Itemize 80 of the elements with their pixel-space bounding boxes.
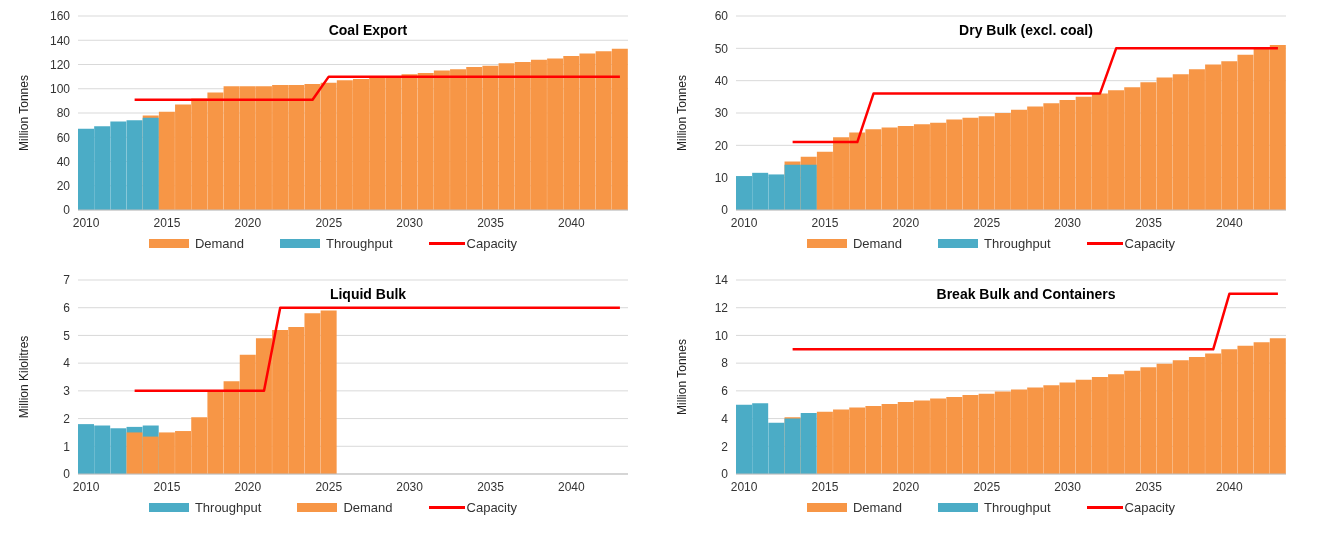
y-axis-title: Million Tonnes [675, 75, 690, 151]
y-tick-label: 0 [721, 203, 729, 218]
y-tick-label: 160 [49, 9, 71, 24]
x-tick-label: 2035 [477, 215, 505, 230]
y-tick-label: 8 [721, 356, 729, 371]
y-tick-label: 20 [56, 179, 71, 194]
y-axis-title: Million Tonnes [17, 75, 32, 151]
y-tick-label: 1 [63, 439, 71, 454]
x-tick-label: 2015 [811, 215, 839, 230]
y-tick-label: 30 [714, 106, 729, 121]
x-tick-label: 2015 [153, 215, 181, 230]
text: Dry Bulk (excl. coal) [958, 22, 1094, 38]
y-tick-label: 60 [56, 130, 71, 145]
y-tick-label: 80 [56, 106, 71, 121]
x-tick-label: 2035 [1135, 479, 1163, 494]
legend-label: Throughput [984, 500, 1051, 515]
x-tick-label: 2015 [811, 479, 839, 494]
x-tick-label: 2040 [558, 215, 586, 230]
x-tick-label: 2020 [892, 479, 920, 494]
y-tick-label: 40 [56, 154, 71, 169]
y-tick-label: 14 [714, 273, 729, 288]
y-tick-label: 6 [721, 384, 729, 399]
x-tick-label: 2030 [1054, 479, 1082, 494]
x-tick-label: 2010 [730, 479, 758, 494]
text: Break Bulk and Containers [935, 286, 1117, 302]
y-tick-label: 3 [63, 384, 71, 399]
y-tick-label: 0 [721, 467, 729, 482]
y-tick-label: 20 [714, 138, 729, 153]
x-tick-label: 2040 [1216, 215, 1244, 230]
y-tick-label: 50 [714, 41, 729, 56]
y-axis-title: Million Kilolitres [17, 335, 32, 419]
x-tick-label: 2040 [558, 479, 586, 494]
x-tick-label: 2025 [973, 479, 1001, 494]
legend-label: Demand [194, 236, 245, 251]
y-tick-label: 60 [714, 9, 729, 24]
y-tick-label: 4 [721, 411, 729, 426]
y-tick-label: 4 [63, 356, 71, 371]
x-tick-label: 2025 [315, 215, 343, 230]
y-tick-label: 12 [714, 300, 729, 315]
y-tick-label: 6 [63, 300, 71, 315]
y-axis-title: Million Tonnes [675, 339, 690, 415]
legend-label: Demand [852, 500, 903, 515]
y-tick-label: 120 [49, 57, 71, 72]
y-tick-label: 2 [721, 439, 729, 454]
y-tick-label: 0 [63, 203, 71, 218]
legend-label: Throughput [326, 236, 393, 251]
y-tick-label: 2 [63, 411, 71, 426]
x-tick-label: 2035 [1135, 215, 1163, 230]
chart-title: Coal Export [327, 22, 409, 38]
text: Liquid Bulk [328, 286, 408, 302]
y-tick-label: 10 [714, 170, 729, 185]
x-tick-label: 2010 [72, 479, 100, 494]
x-tick-label: 2010 [72, 215, 100, 230]
y-tick-label: 40 [714, 73, 729, 88]
x-tick-label: 2020 [892, 215, 920, 230]
y-tick-label: 140 [49, 33, 71, 48]
legend-label: Capacity [1124, 236, 1176, 251]
x-tick-label: 2030 [396, 479, 424, 494]
y-tick-label: 0 [63, 467, 71, 482]
x-tick-label: 2020 [234, 215, 262, 230]
x-tick-label: 2025 [315, 479, 343, 494]
legend-label: Capacity [466, 500, 518, 515]
x-tick-label: 2040 [1216, 479, 1244, 494]
legend-label: Demand [343, 500, 393, 515]
x-tick-label: 2030 [396, 215, 424, 230]
y-tick-label: 7 [63, 273, 71, 288]
y-tick-label: 5 [63, 328, 71, 343]
x-tick-label: 2025 [973, 215, 1001, 230]
legend-label: Capacity [466, 236, 518, 251]
legend-label: Demand [852, 236, 903, 251]
x-tick-label: 2035 [477, 479, 505, 494]
y-tick-label: 100 [49, 82, 71, 97]
y-tick-label: 10 [714, 328, 729, 343]
x-tick-label: 2020 [234, 479, 262, 494]
legend-label: Capacity [1124, 500, 1176, 515]
x-tick-label: 2010 [730, 215, 758, 230]
x-tick-label: 2015 [153, 479, 181, 494]
legend-label: Throughput [194, 500, 262, 515]
x-tick-label: 2030 [1054, 215, 1082, 230]
legend-label: Throughput [984, 236, 1051, 251]
